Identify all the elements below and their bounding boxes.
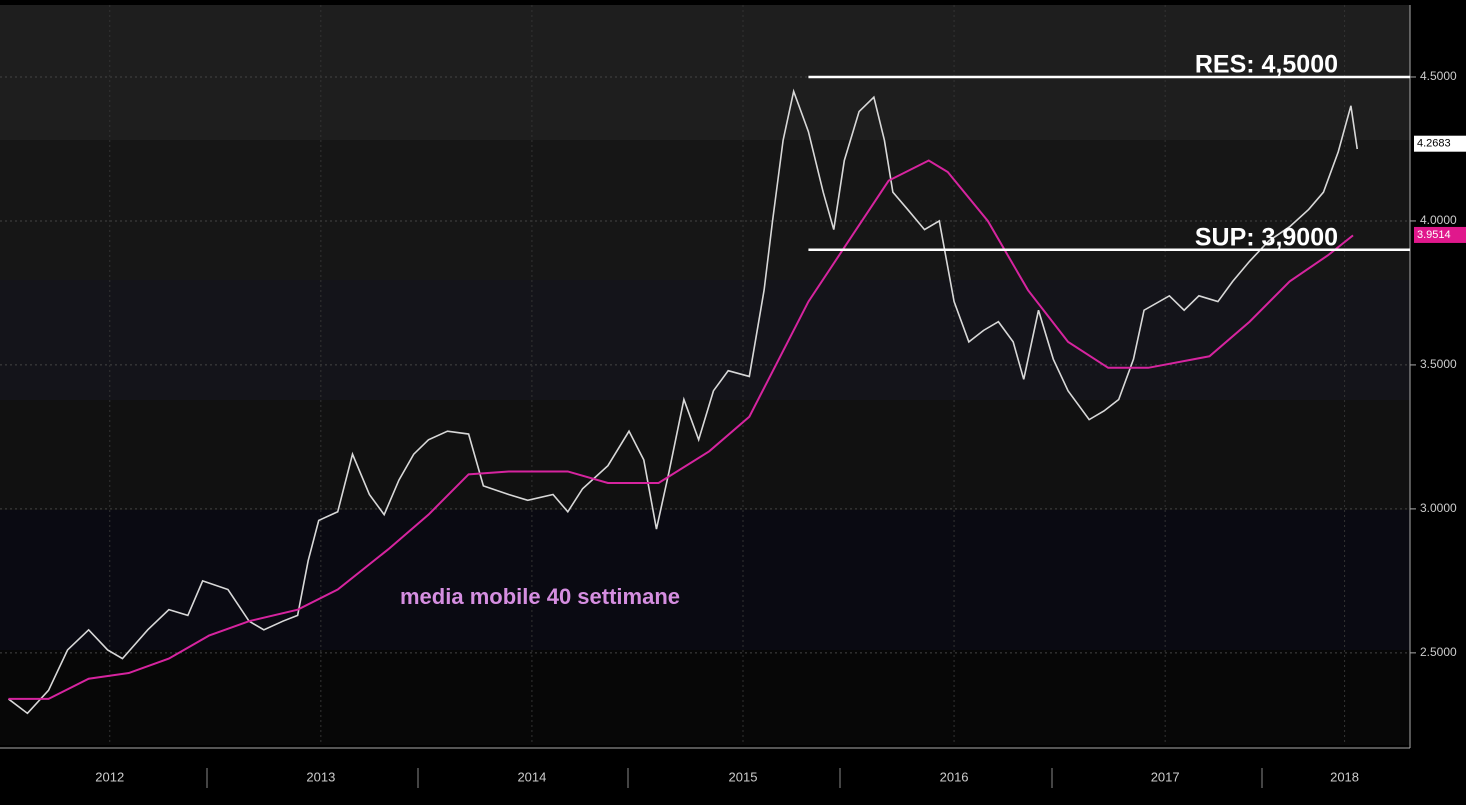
x-tick-label: 2017 <box>1151 769 1180 784</box>
y-tick-label: 4.5000 <box>1420 69 1457 83</box>
band <box>0 140 1410 280</box>
last-value-label: 3.9514 <box>1417 229 1451 241</box>
last-value-tag <box>1414 135 1466 152</box>
plot: 2.5000 3.0000 3.5000 4.0000 4.5000 2012 2013 20… <box>0 5 1466 784</box>
y-tick-label: 2.5000 <box>1420 645 1457 659</box>
band <box>0 650 1410 745</box>
y-tick-label: 3.5000 <box>1420 357 1457 371</box>
last-value-tag <box>1414 226 1466 243</box>
y-tick-label: 3.0000 <box>1420 501 1457 515</box>
level-label: RES: 4,5000 <box>1195 51 1338 79</box>
year-separators <box>206 768 1263 788</box>
y-tick-label: 4.0000 <box>1420 213 1457 227</box>
band <box>0 5 1410 140</box>
band <box>0 510 1410 650</box>
band <box>0 280 1410 400</box>
annotation: media mobile 40 settimane <box>400 584 680 609</box>
x-tick-label: 2015 <box>729 769 758 784</box>
last-value-label: 4.2683 <box>1417 138 1451 150</box>
x-tick-label: 2013 <box>306 769 335 784</box>
x-tick-label: 2018 <box>1330 769 1359 784</box>
line <box>8 159 1354 700</box>
x-tick-label: 2014 <box>517 769 546 784</box>
level-label: SUP: 3,9000 <box>1195 223 1338 251</box>
x-tick-label: 2012 <box>95 769 124 784</box>
x-tick-label: 2016 <box>940 769 969 784</box>
line <box>7 88 1359 715</box>
